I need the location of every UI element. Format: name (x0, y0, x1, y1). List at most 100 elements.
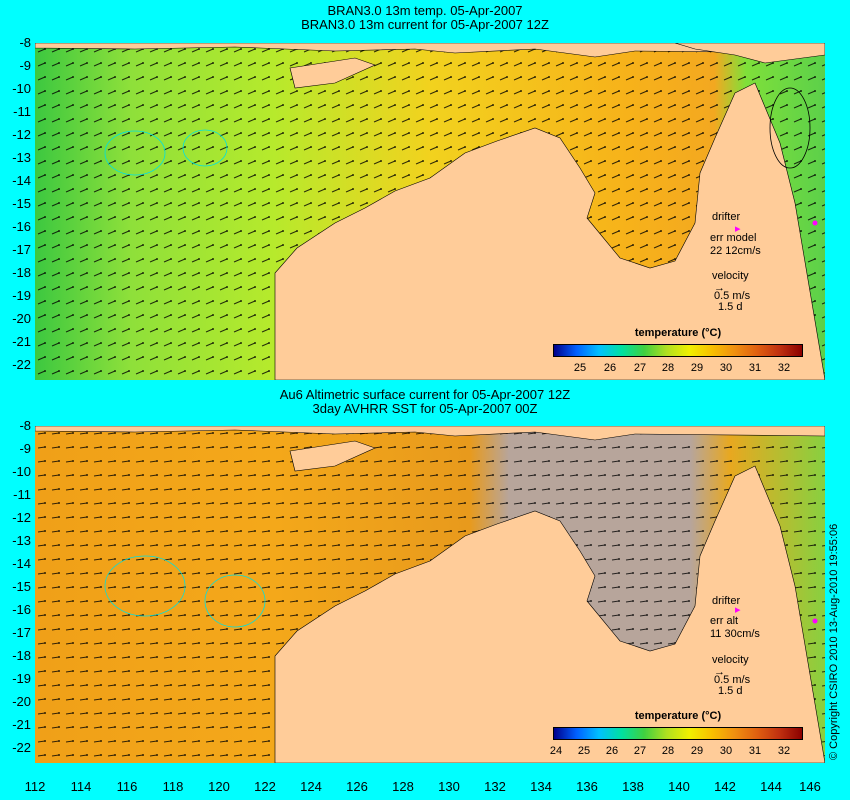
top-australia-land (274, 82, 825, 380)
bottom-err-value: 11 30cm/s (710, 628, 760, 640)
top-drifter-track (812, 220, 818, 226)
bottom-velocity-time: 1.5 d (718, 685, 743, 697)
bottom-ytick: -22 (12, 740, 31, 755)
bottom-ytick: -18 (12, 648, 31, 663)
bottom-drifter-icon: ▸ (735, 604, 741, 616)
bottom-ytick: -10 (12, 464, 31, 479)
top-ytick: -18 (12, 265, 31, 280)
top-title-line2: BRAN3.0 13m current for 05-Apr-2007 12Z (301, 17, 549, 32)
xtick: 142 (714, 779, 736, 794)
bottom-velocity-arrow-icon: → (714, 666, 725, 678)
bottom-eddy-1 (104, 555, 186, 617)
top-new-guinea (674, 43, 825, 64)
xtick: 124 (300, 779, 322, 794)
top-map-svg (35, 43, 825, 380)
bottom-legend-title: temperature (°C) (634, 710, 722, 722)
bottom-legend-tick: 29 (690, 745, 704, 757)
bottom-ytick: -15 (12, 579, 31, 594)
xtick: 132 (484, 779, 506, 794)
bottom-ytick: -11 (13, 487, 31, 502)
top-ytick: -20 (12, 311, 31, 326)
xtick: 116 (116, 779, 138, 794)
bottom-legend-colorbar (553, 727, 803, 740)
xtick: 126 (346, 779, 368, 794)
top-velocity-arrow-icon: → (714, 282, 725, 294)
top-ytick: -17 (12, 242, 31, 257)
copyright-text: © Copyright CSIRO 2010 13-Aug-2010 19:55… (828, 523, 840, 760)
top-ytick: -15 (12, 196, 31, 211)
bottom-legend-tick: 24 (549, 745, 563, 757)
top-err-value: 22 12cm/s (710, 245, 761, 257)
bottom-legend-tick: 26 (605, 745, 619, 757)
top-ytick: -22 (12, 357, 31, 372)
bottom-legend-tick: 32 (777, 745, 791, 757)
top-legend-tick: 27 (633, 362, 647, 374)
top-ytick: -21 (12, 334, 31, 349)
bottom-title-line1: Au6 Altimetric surface current for 05-Ap… (279, 387, 571, 402)
bottom-ytick: -21 (12, 717, 31, 732)
top-ytick: -9 (19, 58, 31, 73)
xtick: 118 (162, 779, 184, 794)
bottom-ytick: -8 (19, 418, 31, 433)
bottom-ytick: -20 (12, 694, 31, 709)
bottom-drifter-label: drifter (712, 595, 741, 607)
bottom-timor-island (289, 440, 376, 472)
top-ytick: -16 (12, 219, 31, 234)
top-panel-title: BRAN3.0 13m temp. 05-Apr-2007 BRAN3.0 13… (0, 4, 850, 32)
bottom-map-svg (35, 426, 825, 763)
xtick: 146 (799, 779, 821, 794)
bottom-australia-land (274, 465, 825, 763)
top-map (35, 43, 825, 380)
xtick: 134 (530, 779, 552, 794)
top-ytick: -8 (19, 35, 31, 50)
top-legend-tick: 32 (777, 362, 791, 374)
xtick: 138 (622, 779, 644, 794)
bottom-map (35, 426, 825, 763)
bottom-ytick: -19 (12, 671, 31, 686)
bottom-panel-title: Au6 Altimetric surface current for 05-Ap… (0, 388, 850, 416)
top-drifter-icon: ▸ (735, 223, 741, 235)
bottom-ytick: -12 (12, 510, 31, 525)
top-err-label: err model (710, 232, 757, 244)
xtick: 114 (70, 779, 92, 794)
bottom-legend-tick: 28 (661, 745, 675, 757)
xtick: 120 (208, 779, 230, 794)
top-eddy-2 (182, 129, 228, 167)
bottom-legend-tick: 30 (719, 745, 733, 757)
bottom-north-islands (35, 426, 825, 441)
bottom-title-line2: 3day AVHRR SST for 05-Apr-2007 00Z (312, 401, 538, 416)
top-ytick: -12 (12, 127, 31, 142)
bottom-err-label: err alt (710, 615, 739, 627)
top-legend-colorbar (553, 344, 803, 357)
top-velocity-label: velocity (712, 270, 749, 282)
bottom-legend-tick: 25 (577, 745, 591, 757)
xtick: 136 (576, 779, 598, 794)
top-ytick: -11 (13, 104, 31, 119)
xtick: 144 (760, 779, 782, 794)
xtick: 122 (254, 779, 276, 794)
top-ytick: -10 (12, 81, 31, 96)
top-eddy-1 (104, 130, 166, 176)
top-drifter-label: drifter (712, 211, 741, 223)
bottom-ytick: -14 (12, 556, 31, 571)
bottom-ytick: -17 (12, 625, 31, 640)
bottom-ytick: -16 (12, 602, 31, 617)
bottom-eddy-2 (204, 574, 266, 628)
top-eddy-3 (769, 87, 811, 169)
bottom-ytick: -13 (12, 533, 31, 548)
top-timor-island (289, 57, 376, 89)
xtick: 130 (438, 779, 460, 794)
xtick: 128 (392, 779, 414, 794)
top-ytick: -14 (12, 173, 31, 188)
xtick: 112 (24, 779, 46, 794)
bottom-velocity-scale: 0.5 m/s (714, 674, 751, 686)
top-legend-tick: 31 (748, 362, 762, 374)
top-title-line1: BRAN3.0 13m temp. 05-Apr-2007 (327, 3, 523, 18)
top-legend-tick: 25 (573, 362, 587, 374)
top-legend-title: temperature (°C) (634, 327, 722, 339)
top-ytick: -19 (12, 288, 31, 303)
bottom-velocity-label: velocity (712, 654, 749, 666)
top-legend-tick: 30 (719, 362, 733, 374)
top-velocity-time: 1.5 d (718, 301, 743, 313)
bottom-ytick: -9 (19, 441, 31, 456)
